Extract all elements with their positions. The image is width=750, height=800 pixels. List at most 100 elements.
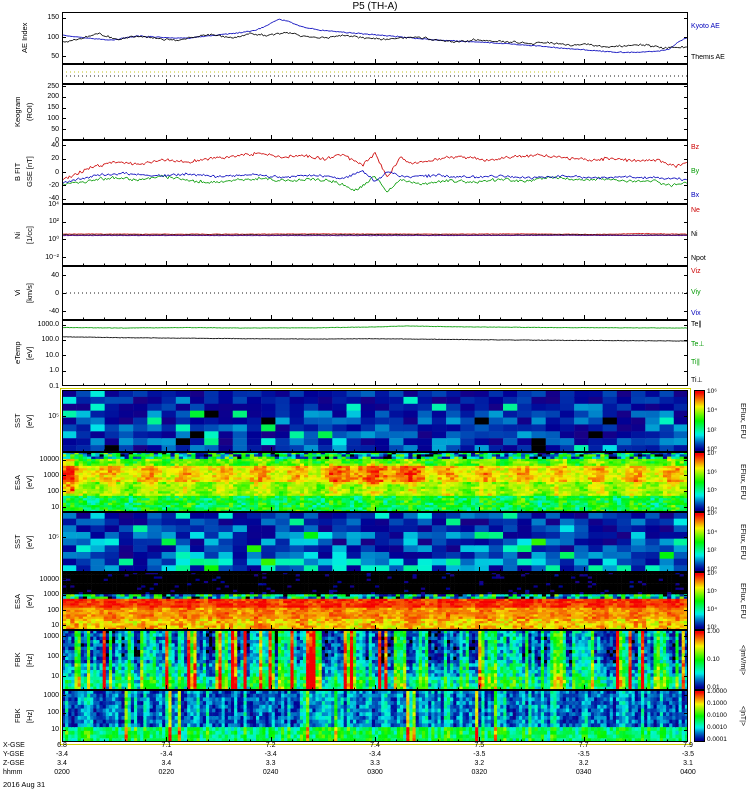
colorbar-tick-sst_i: 10² [707,547,717,555]
colorbar-tick-sst_i: 10⁶ [707,510,717,517]
ytick-label-esa_i: 10000 [39,575,59,583]
colorbar-tick-fbk1: 1.00 [707,628,720,635]
ytick-label-bfit: -20 [48,181,59,189]
colorbar-tick-fbk1: 0.10 [707,656,720,663]
colorbar-sst_e [694,390,705,452]
x_gse-value: 7.9 [683,742,693,749]
ytick-label-etemp: 0.1 [49,382,59,390]
colorbar-tick-fbk2: 0.0001 [707,736,727,743]
z_gse-value: 3.4 [161,760,172,767]
panel-vi-canvas [62,266,688,320]
colorbar-tick-sst_i: 10⁰ [707,566,717,573]
legend-ti-: Ti⊥ [691,376,703,384]
legend-ni: Ni [691,231,698,238]
ytick-label-esa_e: 1000 [43,471,59,479]
panel-ae-canvas [62,12,688,64]
colorbar-tick-sst_e: 10⁰ [707,446,717,453]
panel-esa_e-canvas [62,452,688,512]
zgse-row-label: Z-GSE [3,760,25,767]
legend-viy: Viy [691,289,701,296]
x_gse-value: 7.7 [578,742,589,749]
ytick-label-esa_i: 100 [47,606,59,614]
colorbar-tick-sst_e: 10² [707,426,717,434]
ytick-label-fbk2: 10 [51,726,59,734]
panel-ni-canvas [62,204,688,266]
ytick-label-fbk1: 1000 [43,632,59,640]
ytick-label-keogram: 200 [47,93,59,101]
x_gse-value: 7.5 [474,742,485,749]
ytick-label-ni: 10² [48,218,59,226]
colorbar-tick-esa_e: 10⁶ [707,468,717,476]
legend-vix: Vix [691,309,701,317]
panel-sublabel-sst_e: [eV] [25,414,34,428]
legend-ti-: Ti∥ [691,358,701,366]
z_gse-value: 3.3 [370,760,380,767]
ytick-label-fbk1: 10 [51,672,59,680]
ytick-label-ae: 150 [47,14,59,22]
date-label: 2016 Aug 31 [3,780,46,789]
ytick-label-vi: 0 [55,289,59,297]
ytick-label-bfit: 40 [51,141,59,149]
colorbar-tick-fbk2: 0.1000 [707,700,727,707]
colorbar-fbk1 [694,630,705,690]
z_gse-value: 3.2 [474,760,485,767]
legend-by: By [691,168,700,175]
ytick-label-fbk2: 100 [47,709,59,717]
colorbar-label-fbk1: <|mV/m|> [739,644,746,676]
ytick-label-keogram: 0 [55,136,59,144]
colorbar-tick-fbk2: 0.0100 [707,712,727,719]
panel-esa_i-canvas [62,572,688,630]
legend-te-: Te⊥ [691,341,705,349]
colorbar-label-esa_e: EFlux, EFU [739,464,746,500]
x_gse-value: 7.1 [161,742,172,749]
hhmm-value: 0320 [471,769,488,776]
panel-fbk2-canvas [62,690,688,742]
ytick-label-keogram: 100 [47,114,59,122]
plot-title: P5 (TH-A) [352,1,398,12]
colorbar-tick-sst_i: 10⁴ [707,528,718,536]
y_gse-value: -3.4 [264,751,277,758]
z_gse-value: 3.1 [683,760,693,767]
ytick-label-esa_e: 10000 [39,456,59,464]
panel-fbk1-canvas [62,630,688,690]
ytick-label-etemp: 1000.0 [37,321,59,329]
x_gse-value: 6.8 [57,742,67,749]
ytick-label-ni: 10⁰ [48,235,59,243]
legend-npot: Npot [691,254,706,262]
colorbar-esa_e [694,452,705,512]
legend-bx: Bx [691,192,700,200]
y_gse-value: -3.4 [55,751,69,758]
y_gse-value: -3.5 [473,751,486,758]
colorbar-tick-esa_i: 10⁵ [707,588,717,595]
ytick-label-etemp: 1.0 [49,367,59,375]
colorbar-esa_i [694,572,705,630]
y_gse-value: -3.4 [368,751,382,758]
y_gse-value: -3.4 [160,751,173,758]
hhmm-value: 0400 [680,769,696,776]
colorbar-tick-fbk1: 0.01 [707,684,720,691]
legend-themis-ae: Themis AE [691,53,725,61]
ytick-label-esa_e: 10 [51,503,59,511]
colorbar-tick-sst_e: 10⁶ [707,388,717,395]
ytick-label-keogram: 50 [51,125,59,133]
colorbar-tick-esa_i: 10⁴ [707,606,718,613]
y_gse-value: -3.5 [577,751,590,758]
panel-keogram-canvas [62,84,688,140]
colorbar-label-sst_i: EFlux, EFU [739,524,746,560]
ytick-label-esa_i: 1000 [43,591,59,599]
ytick-label-sst_i: 10⁵ [48,533,59,541]
ytick-label-fbk2: 1000 [43,691,59,699]
colorbar-tick-fbk2: 0.0010 [707,724,727,731]
legend-bz: Bz [691,143,700,151]
panel-sst_i-canvas [62,512,688,572]
x_gse-value: 7.4 [370,742,380,749]
panel-sublabel-sst_i: [eV] [25,535,34,549]
panel-avail-canvas [62,64,688,84]
colorbar-tick-esa_e: 10⁴ [707,506,718,513]
x_gse-value: 7.2 [265,742,276,749]
z_gse-value: 3.3 [265,760,276,767]
ytick-label-esa_e: 100 [47,487,59,495]
colorbar-tick-esa_i: 10³ [707,624,717,631]
colorbar-tick-sst_e: 10⁴ [707,407,718,415]
